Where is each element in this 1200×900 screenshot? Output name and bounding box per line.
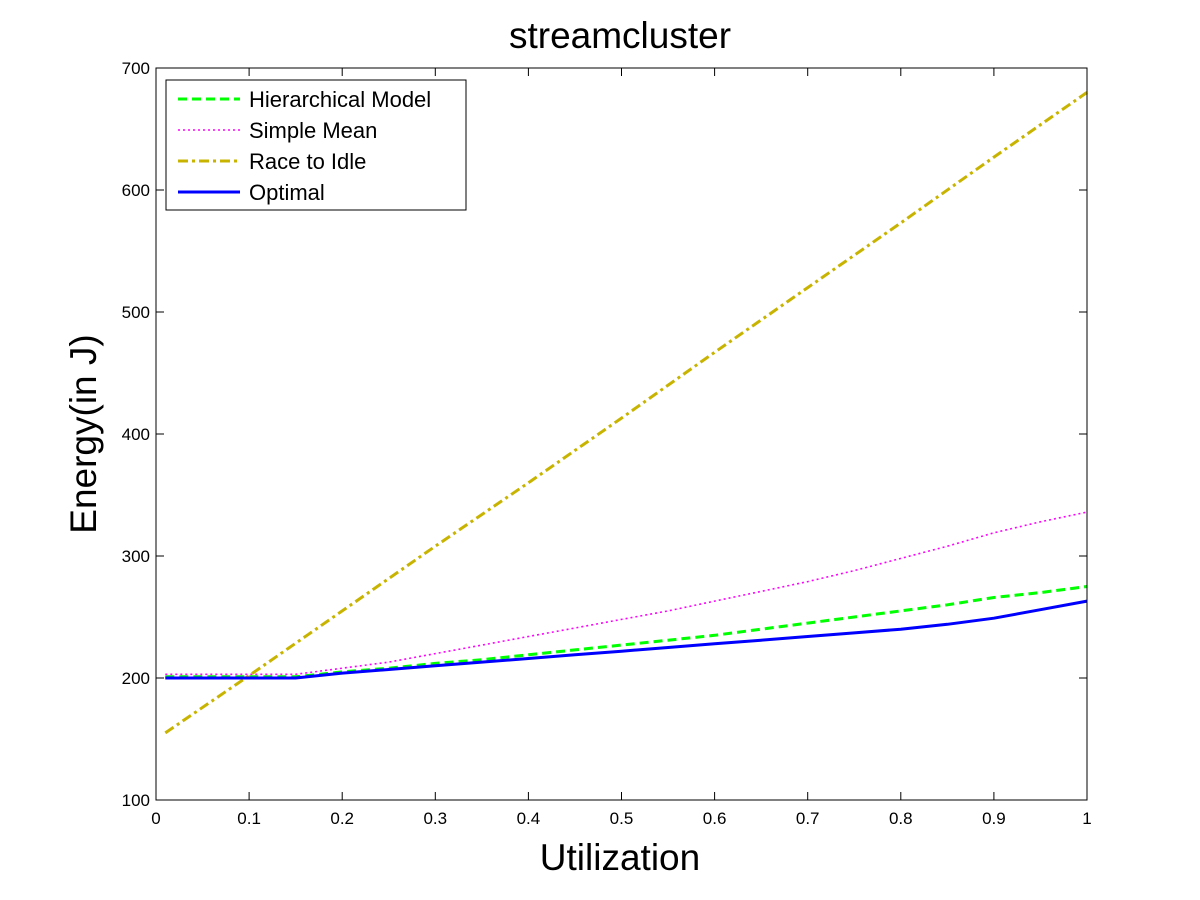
x-tick-label: 0.7 xyxy=(796,809,820,828)
series-line-hierarchical-model xyxy=(165,585,1088,679)
y-tick-label: 300 xyxy=(122,547,150,566)
x-tick-label: 1 xyxy=(1082,809,1091,828)
x-tick-label: 0.8 xyxy=(889,809,913,828)
x-tick-label: 0.9 xyxy=(982,809,1006,828)
series-line-race-to-idle xyxy=(164,91,1088,735)
x-tick-label: 0.1 xyxy=(237,809,261,828)
y-tick-label: 700 xyxy=(122,59,150,78)
x-tick-label: 0 xyxy=(151,809,160,828)
legend-label: Simple Mean xyxy=(249,118,377,143)
x-axis: 0 0.1 0.2 0.3 0.4 0.5 0.6 0.7 0.8 0.9 1 xyxy=(151,68,1092,828)
legend-label: Hierarchical Model xyxy=(249,87,431,112)
series-line-optimal xyxy=(165,599,1088,680)
x-tick-label: 0.5 xyxy=(610,809,634,828)
x-tick-label: 0.3 xyxy=(423,809,447,828)
y-axis-label: Energy(in J) xyxy=(63,334,104,533)
plot-lines xyxy=(164,91,1088,735)
x-tick-label: 0.4 xyxy=(517,809,541,828)
y-tick-label: 400 xyxy=(122,425,150,444)
y-axis: 100 200 300 400 500 600 700 xyxy=(122,59,1087,810)
legend-label: Race to Idle xyxy=(249,149,366,174)
x-tick-label: 0.6 xyxy=(703,809,727,828)
legend: Hierarchical Model Simple Mean Race to Idl… xyxy=(165,79,467,211)
y-tick-label: 600 xyxy=(122,181,150,200)
y-tick-label: 200 xyxy=(122,669,150,688)
legend-box xyxy=(165,79,467,211)
series-line-simple-mean xyxy=(165,511,1088,676)
y-tick-label: 500 xyxy=(122,303,150,322)
legend-label: Optimal xyxy=(249,180,325,205)
x-tick-label: 0.2 xyxy=(330,809,354,828)
x-axis-label: Utilization xyxy=(540,837,700,878)
chart-title: streamcluster xyxy=(509,15,731,56)
y-tick-label: 100 xyxy=(122,791,150,810)
